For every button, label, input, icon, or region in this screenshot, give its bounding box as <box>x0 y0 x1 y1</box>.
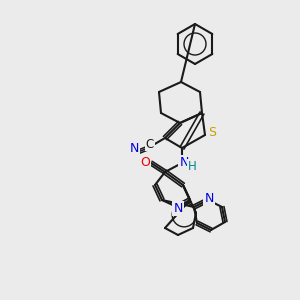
Text: C: C <box>146 137 154 151</box>
Text: N: N <box>129 142 139 155</box>
Text: N: N <box>173 202 183 214</box>
Text: N: N <box>179 155 189 169</box>
Text: O: O <box>140 155 150 169</box>
Text: H: H <box>188 160 196 172</box>
Text: S: S <box>208 127 216 140</box>
Text: N: N <box>204 193 214 206</box>
